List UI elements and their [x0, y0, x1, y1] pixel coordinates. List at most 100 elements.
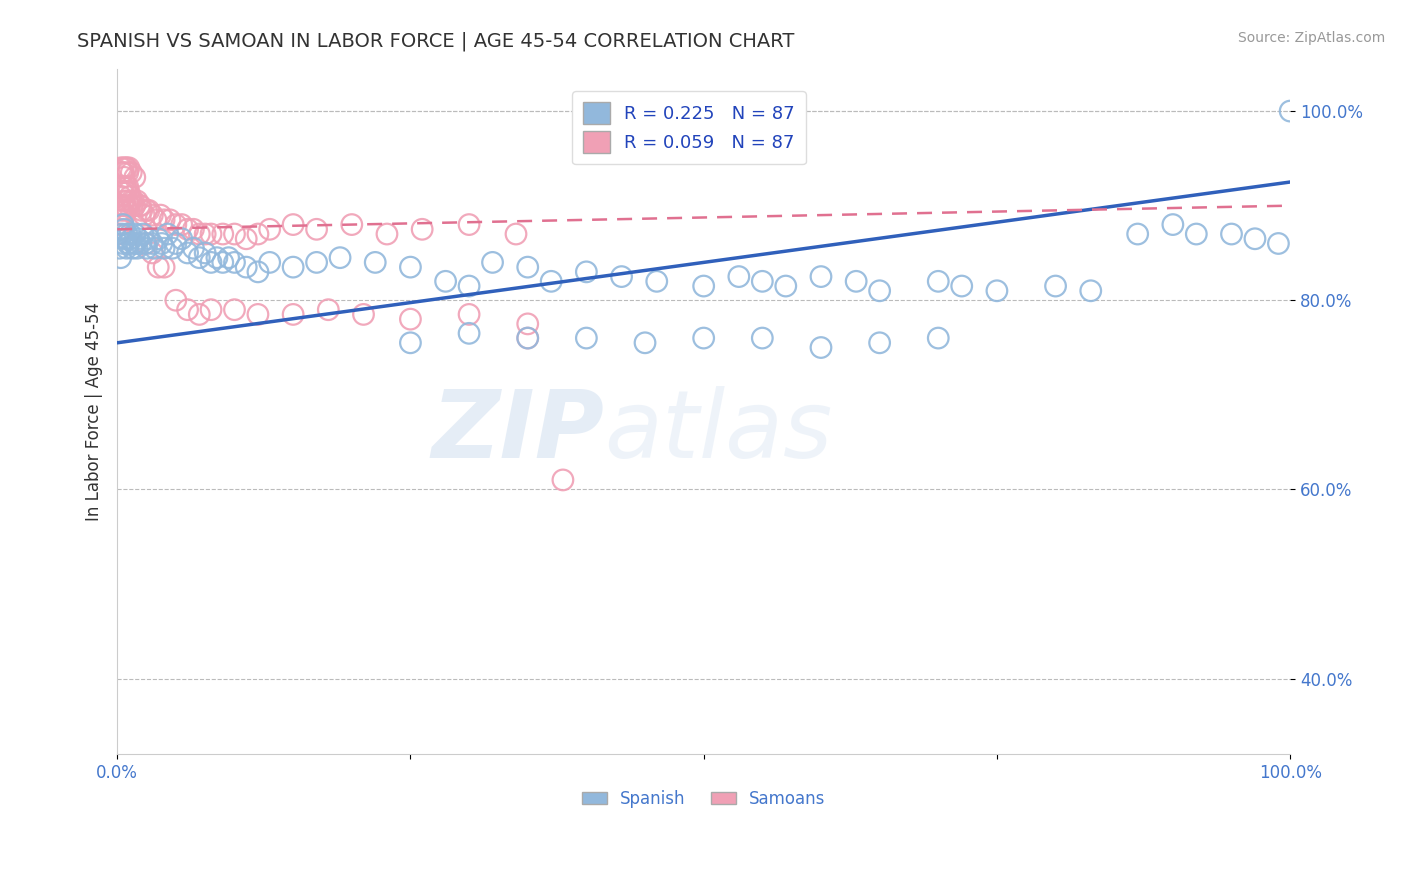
Point [246, 307, 269, 321]
Point [135, 236, 157, 251]
Point [117, 194, 139, 208]
Point [127, 194, 149, 208]
Point [110, 222, 132, 236]
Point [153, 212, 176, 227]
Point [246, 265, 269, 279]
Point [118, 236, 141, 251]
Point [112, 212, 135, 227]
Y-axis label: In Labor Force | Age 45-54: In Labor Force | Age 45-54 [86, 301, 103, 521]
Point [728, 269, 751, 284]
Point [165, 236, 187, 251]
Point [114, 232, 136, 246]
Point [162, 241, 184, 255]
Point [127, 232, 149, 246]
Point [170, 218, 193, 232]
Point [1220, 227, 1243, 241]
Point [458, 218, 481, 232]
Point [115, 227, 138, 241]
Point [634, 335, 657, 350]
Point [224, 227, 246, 241]
Point [134, 236, 156, 251]
Point [122, 236, 145, 251]
Point [120, 227, 142, 241]
Point [176, 246, 198, 260]
Point [305, 222, 328, 236]
Point [183, 222, 205, 236]
Point [120, 194, 142, 208]
Point [108, 199, 131, 213]
Point [122, 194, 145, 208]
Point [224, 255, 246, 269]
Point [148, 260, 170, 274]
Point [112, 218, 135, 232]
Point [114, 199, 136, 213]
Point [188, 307, 211, 321]
Point [194, 227, 217, 241]
Point [775, 279, 797, 293]
Point [340, 218, 363, 232]
Point [481, 255, 503, 269]
Point [458, 326, 481, 341]
Point [118, 199, 141, 213]
Point [118, 161, 141, 175]
Point [211, 255, 233, 269]
Point [121, 241, 143, 255]
Point [165, 218, 187, 232]
Point [111, 203, 134, 218]
Point [692, 279, 714, 293]
Point [149, 208, 172, 222]
Point [153, 241, 176, 255]
Point [108, 218, 131, 232]
Point [121, 199, 143, 213]
Point [458, 279, 481, 293]
Point [950, 279, 973, 293]
Point [645, 274, 668, 288]
Point [927, 274, 949, 288]
Point [751, 274, 773, 288]
Point [211, 227, 233, 241]
Point [117, 165, 139, 179]
Point [353, 307, 375, 321]
Point [399, 312, 422, 326]
Point [610, 269, 633, 284]
Point [118, 185, 141, 199]
Point [259, 255, 281, 269]
Point [138, 203, 160, 218]
Point [751, 331, 773, 345]
Point [127, 241, 149, 255]
Point [135, 203, 157, 218]
Point [188, 227, 211, 241]
Point [281, 260, 304, 274]
Point [200, 255, 222, 269]
Point [165, 293, 187, 308]
Point [112, 165, 135, 179]
Point [129, 236, 152, 251]
Point [111, 165, 134, 179]
Point [505, 227, 527, 241]
Point [141, 208, 163, 222]
Point [115, 161, 138, 175]
Point [125, 236, 148, 251]
Point [810, 341, 832, 355]
Point [205, 251, 228, 265]
Point [516, 317, 538, 331]
Point [399, 260, 422, 274]
Point [128, 199, 150, 213]
Point [200, 302, 222, 317]
Point [1185, 227, 1208, 241]
Point [120, 232, 142, 246]
Point [156, 227, 179, 241]
Point [1080, 284, 1102, 298]
Point [111, 218, 134, 232]
Point [112, 199, 135, 213]
Legend: Spanish, Samoans: Spanish, Samoans [575, 783, 832, 814]
Point [176, 302, 198, 317]
Point [145, 212, 167, 227]
Point [810, 269, 832, 284]
Point [235, 232, 257, 246]
Point [153, 260, 176, 274]
Point [112, 208, 135, 222]
Point [124, 227, 146, 241]
Point [927, 331, 949, 345]
Point [845, 274, 868, 288]
